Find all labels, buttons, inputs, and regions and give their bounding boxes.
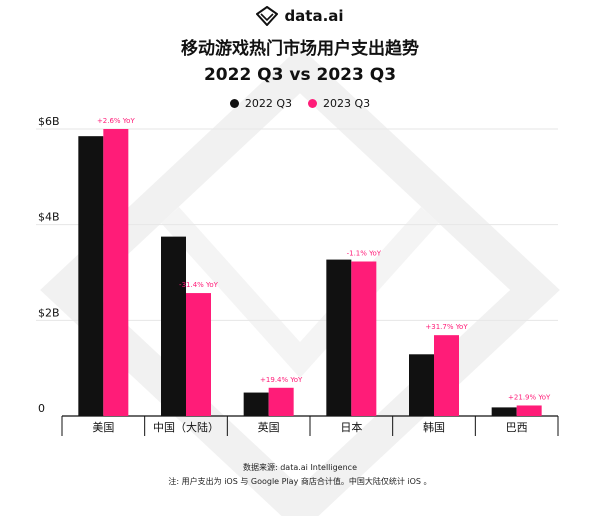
legend-label-2022: 2022 Q3 (244, 97, 292, 110)
yoy-annotation: +19.4% YoY (260, 376, 303, 384)
bar-2023 (516, 405, 542, 416)
bar-2022 (243, 392, 269, 416)
legend-item-2023: 2023 Q3 (308, 97, 370, 110)
bar-2022 (161, 236, 186, 416)
bar-2023 (351, 261, 377, 416)
legend-item-2022: 2022 Q3 (229, 97, 292, 110)
legend-label-2023: 2023 Q3 (323, 97, 371, 110)
y-tick-label: $4B (38, 211, 60, 224)
bar-2022 (326, 259, 352, 416)
chart-legend: 2022 Q3 2023 Q3 (0, 97, 600, 110)
legend-swatch-2023 (308, 99, 317, 108)
bar-2022 (491, 407, 517, 416)
legend-swatch-2022 (229, 99, 239, 108)
y-tick-label: 0 (38, 402, 45, 415)
x-tick-label: 美国 (92, 421, 114, 434)
x-tick-label: 韩国 (423, 420, 445, 434)
y-tick-label: $6B (38, 115, 60, 128)
x-tick-label: 英国 (258, 420, 280, 434)
brand-logo: data.ai (0, 6, 600, 26)
x-tick-label: 巴西 (506, 421, 528, 434)
bar-2023 (186, 293, 211, 416)
chart-header: data.ai 移动游戏热门市场用户支出趋势 2022 Q3 vs 2023 Q… (0, 0, 600, 120)
bar-2022 (409, 354, 434, 416)
source-note: 数据来源: data.ai Intelligence (242, 463, 357, 472)
y-tick-label: $2B (38, 306, 60, 319)
data-ai-diamond-icon (256, 6, 279, 26)
bar-2023 (268, 387, 294, 416)
bar-2022 (78, 136, 104, 417)
footnote: 注: 用户支出为 iOS 与 Google Play 商店合计值。中国大陆仅统计… (168, 477, 432, 486)
yoy-annotation: -31.4% YoY (179, 281, 219, 289)
brand-name: data.ai (284, 7, 344, 25)
yoy-annotation: +31.7% YoY (425, 323, 468, 331)
chart-title: 移动游戏热门市场用户支出趋势 (181, 39, 419, 59)
bar-2023 (103, 129, 129, 416)
bar-2023 (434, 335, 459, 416)
chart-subtitle: 2022 Q3 vs 2023 Q3 (203, 65, 397, 85)
x-tick-label: 中国（大陆） (153, 420, 219, 434)
yoy-annotation: -1.1% YoY (347, 249, 382, 257)
yoy-annotation: +2.6% YoY (97, 117, 136, 125)
yoy-annotation: +21.9% YoY (508, 393, 551, 401)
x-tick-label: 日本 (340, 420, 362, 434)
